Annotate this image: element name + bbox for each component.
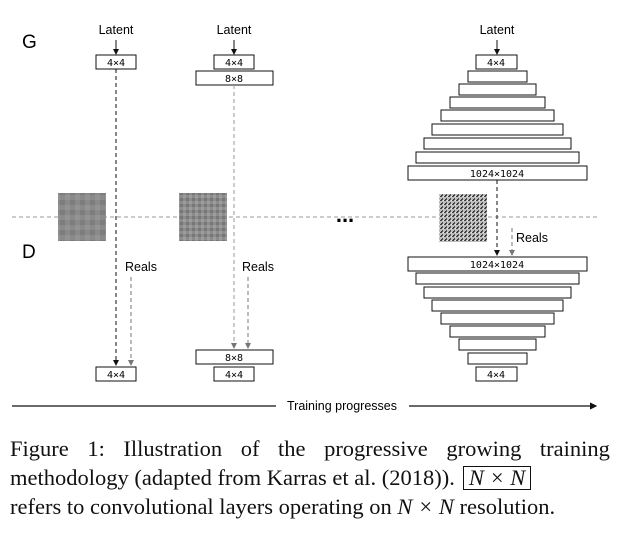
- reals-label-1: Reals: [125, 260, 157, 274]
- caption-word: the: [278, 436, 306, 461]
- disc-block-4x4-3-label: 4×4: [487, 370, 505, 381]
- caption-line-2: methodology (adapted from Karras et al. …: [10, 463, 610, 492]
- disc-block-1024-label: 1024×1024: [470, 260, 524, 271]
- disc-block-4x4-2: [213, 366, 255, 382]
- discriminator-stack: [407, 256, 588, 382]
- gen-block-4x4-3-label: 4×4: [487, 58, 505, 69]
- disc-block-4x4-1-label: 4×4: [107, 370, 125, 381]
- caption-word: Illustration: [123, 436, 223, 461]
- caption-word: of: [240, 436, 260, 461]
- caption-text: resolution.: [453, 494, 556, 519]
- gen-block-8x8-2-label: 8×8: [225, 74, 243, 85]
- caption-word: growing: [446, 436, 522, 461]
- gen-block-4x4-2-label: 4×4: [225, 58, 243, 69]
- disc-block-8x8-2: [195, 349, 274, 365]
- caption-resolution: N × N: [397, 494, 454, 519]
- latent-label-2: Latent: [217, 23, 252, 37]
- caption-word: 1:: [87, 436, 105, 461]
- gen-block-1024-label: 1024×1024: [470, 169, 524, 180]
- gen-block-4x4-2: [213, 54, 255, 70]
- reals-label-3: Reals: [516, 231, 548, 245]
- caption-word: progressive: [324, 436, 428, 461]
- generated-image-3: [439, 194, 487, 242]
- caption-line-3: refers to convolutional layers operating…: [10, 492, 610, 521]
- discriminator-label: D: [22, 242, 36, 263]
- nxn-legend-box: N × N: [462, 466, 532, 490]
- training-progress-label: Training progresses: [287, 399, 397, 413]
- caption-word: training: [539, 436, 610, 461]
- latent-label-1: Latent: [99, 23, 134, 37]
- caption-line-1: Figure 1: Illustration of the progressiv…: [10, 434, 610, 463]
- caption-word: Figure: [10, 436, 69, 461]
- generator-stack: [407, 54, 588, 181]
- disc-block-4x4-2-label: 4×4: [225, 370, 243, 381]
- generated-image-1: [58, 193, 106, 241]
- figure-caption: Figure 1: Illustration of the progressiv…: [10, 434, 610, 521]
- disc-block-4x4-1: [95, 366, 137, 382]
- reals-label-2: Reals: [242, 260, 274, 274]
- gen-block-4x4-1-label: 4×4: [107, 58, 125, 69]
- latent-label-3: Latent: [480, 23, 515, 37]
- ellipsis: ...: [336, 202, 354, 227]
- caption-text: refers to convolutional layers operating…: [10, 494, 398, 519]
- generated-image-2: [179, 193, 227, 241]
- caption-text: methodology (adapted from Karras et al. …: [10, 465, 455, 490]
- generator-label: G: [22, 32, 37, 53]
- disc-block-8x8-2-label: 8×8: [225, 353, 243, 364]
